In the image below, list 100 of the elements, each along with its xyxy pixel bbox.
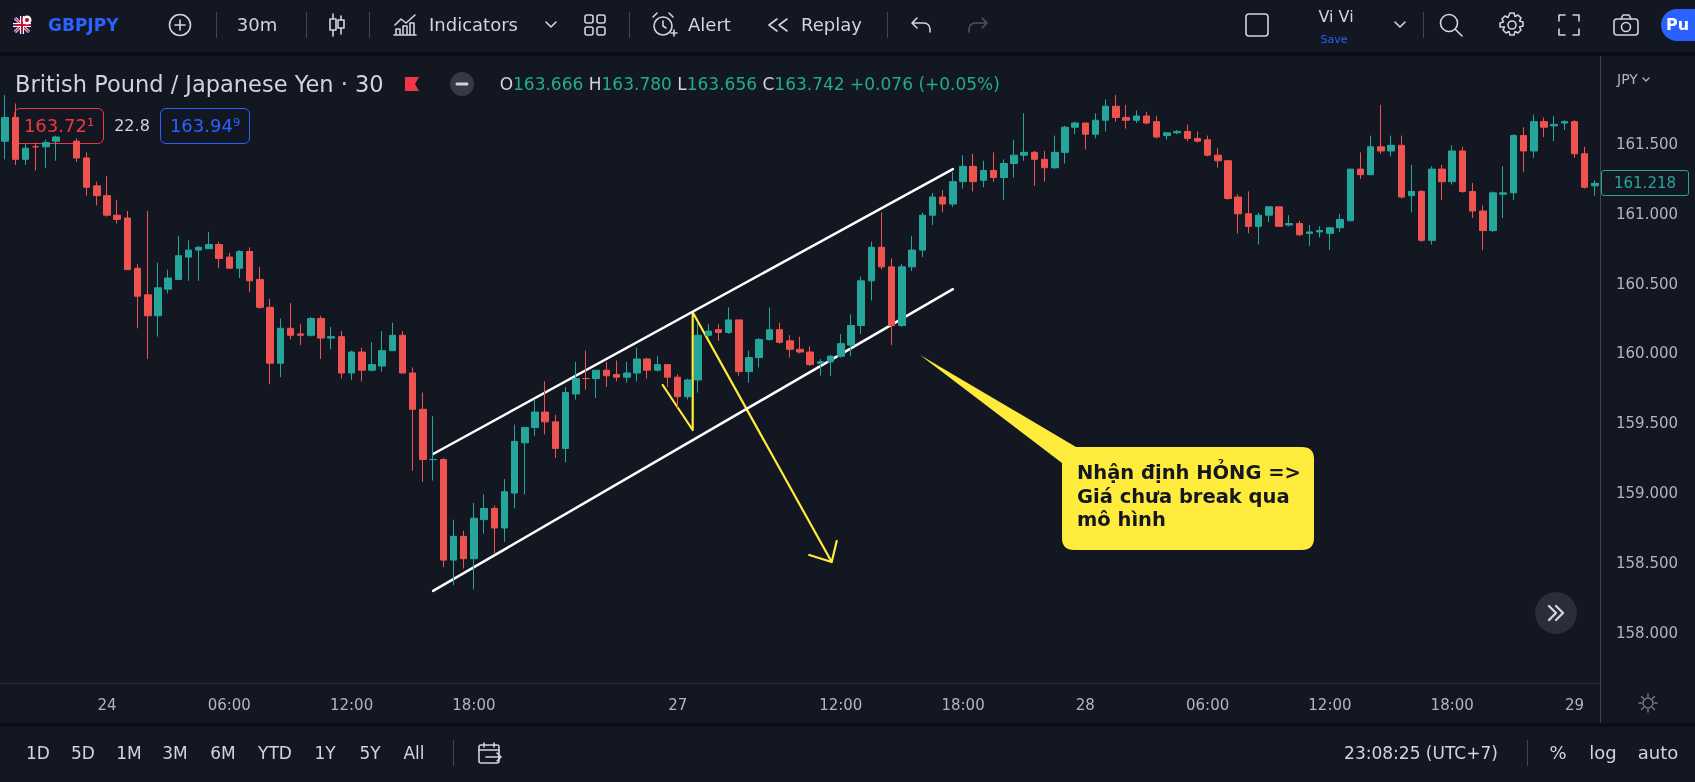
candlestick: [919, 211, 926, 258]
candlestick: [1418, 189, 1425, 243]
candlestick: [338, 330, 345, 380]
text: O163.666 H163.780 L163.656 C163.742 +0.076 (+0.05%): [499, 73, 1000, 94]
candlestick: [1489, 190, 1497, 233]
text: YTD: [258, 742, 292, 763]
candlestick: [603, 361, 610, 388]
text: British Pound / Japanese Yen · 30: [15, 70, 384, 97]
candlestick: [633, 347, 641, 382]
candlestick: [541, 380, 549, 435]
candlestick: [93, 181, 101, 206]
candlestick: [684, 378, 692, 401]
candlestick: [786, 334, 794, 359]
candlestick: [980, 160, 987, 188]
candlestick: [868, 241, 875, 301]
candlestick: [1357, 151, 1364, 180]
candlestick: [694, 322, 702, 394]
candlestick: [73, 137, 80, 163]
candlestick: [1265, 206, 1273, 223]
x-tick-label: 06:00: [207, 695, 251, 714]
candlestick: [1591, 179, 1599, 197]
text: Alert: [688, 14, 731, 35]
candlestick: [674, 373, 681, 409]
y-tick-label: 158.500: [1616, 553, 1679, 572]
text: 6M: [210, 742, 236, 763]
text: 23:08:25 (UTC+7): [1344, 742, 1498, 763]
candlestick: [1234, 193, 1242, 234]
candlestick: [1224, 160, 1232, 201]
annotation: 22.8: [114, 116, 150, 135]
candlestick: [1020, 112, 1028, 162]
candlestick: [1102, 98, 1109, 132]
candlestick: [1367, 135, 1374, 176]
candlestick: [226, 252, 233, 269]
candlestick: [1306, 224, 1313, 247]
candlestick: [236, 249, 243, 279]
candlestick: [1173, 129, 1181, 135]
candlestick: [552, 414, 559, 459]
candlestick: [1122, 104, 1130, 130]
candlestick: [827, 354, 834, 377]
candlestick: [908, 235, 916, 272]
x-tick-label: 29: [1564, 695, 1585, 714]
candlestick: [1204, 135, 1211, 158]
x-tick-label: 18:00: [941, 695, 985, 714]
candlestick: [399, 330, 406, 374]
candlestick: [205, 231, 213, 250]
candlestick: [358, 347, 366, 382]
text: GBPJPY: [48, 14, 119, 35]
x-tick-label: 24: [97, 695, 117, 714]
candlestick: [440, 457, 447, 568]
candlestick: [1143, 111, 1150, 125]
candlestick: [1000, 158, 1008, 201]
candlestick: [1387, 135, 1395, 158]
candlestick: [1133, 109, 1140, 124]
text: 1D: [26, 742, 50, 763]
candlestick: [1540, 116, 1548, 138]
text: auto: [1637, 742, 1679, 763]
candlestick: [582, 350, 590, 391]
candlestick: [1255, 211, 1262, 246]
candlestick: [623, 361, 631, 384]
candlestick: [898, 263, 906, 328]
candlestick: [1214, 147, 1222, 169]
text: 30m: [236, 14, 278, 35]
candlestick: [664, 364, 671, 388]
candlestick: [654, 355, 661, 373]
candlestick: [745, 350, 753, 384]
x-tick-label: 27: [668, 695, 688, 714]
candlestick: [144, 210, 152, 360]
annotation: 163.72¹: [23, 115, 95, 136]
candlestick: [154, 262, 162, 338]
candlestick: [1, 94, 9, 160]
candlestick: [857, 276, 865, 335]
candlestick: [1326, 227, 1334, 251]
text: %: [1549, 742, 1567, 763]
candlestick: [501, 478, 508, 543]
candlestick: [806, 345, 814, 367]
candlestick: [215, 241, 223, 269]
candlestick: [715, 323, 722, 342]
candlestick: [1112, 94, 1120, 123]
x-tick-label: 12:00: [819, 695, 863, 714]
candlestick: [929, 192, 936, 226]
candlestick: [460, 530, 467, 569]
candlestick: [1275, 206, 1283, 227]
candlestick: [1459, 146, 1466, 194]
text: All: [403, 742, 425, 763]
candlestick: [1245, 190, 1252, 234]
text: 3M: [162, 742, 188, 763]
annotation: Nhận định HỎNG => Giá chưa break qua mô hình: [1077, 461, 1302, 532]
candlestick: [562, 386, 569, 463]
candlestick: [755, 337, 763, 368]
text: Replay: [801, 14, 862, 35]
candlestick: [491, 505, 498, 556]
candlestick: [1010, 139, 1018, 178]
candlestick: [113, 199, 121, 225]
candlestick: [297, 323, 304, 346]
candlestick: [1051, 135, 1059, 170]
y-tick-label: 158.000: [1616, 623, 1679, 642]
candlestick: [317, 315, 325, 360]
candlestick: [134, 263, 141, 329]
candlestick: [613, 359, 620, 382]
y-tick-label: 159.500: [1616, 414, 1679, 433]
